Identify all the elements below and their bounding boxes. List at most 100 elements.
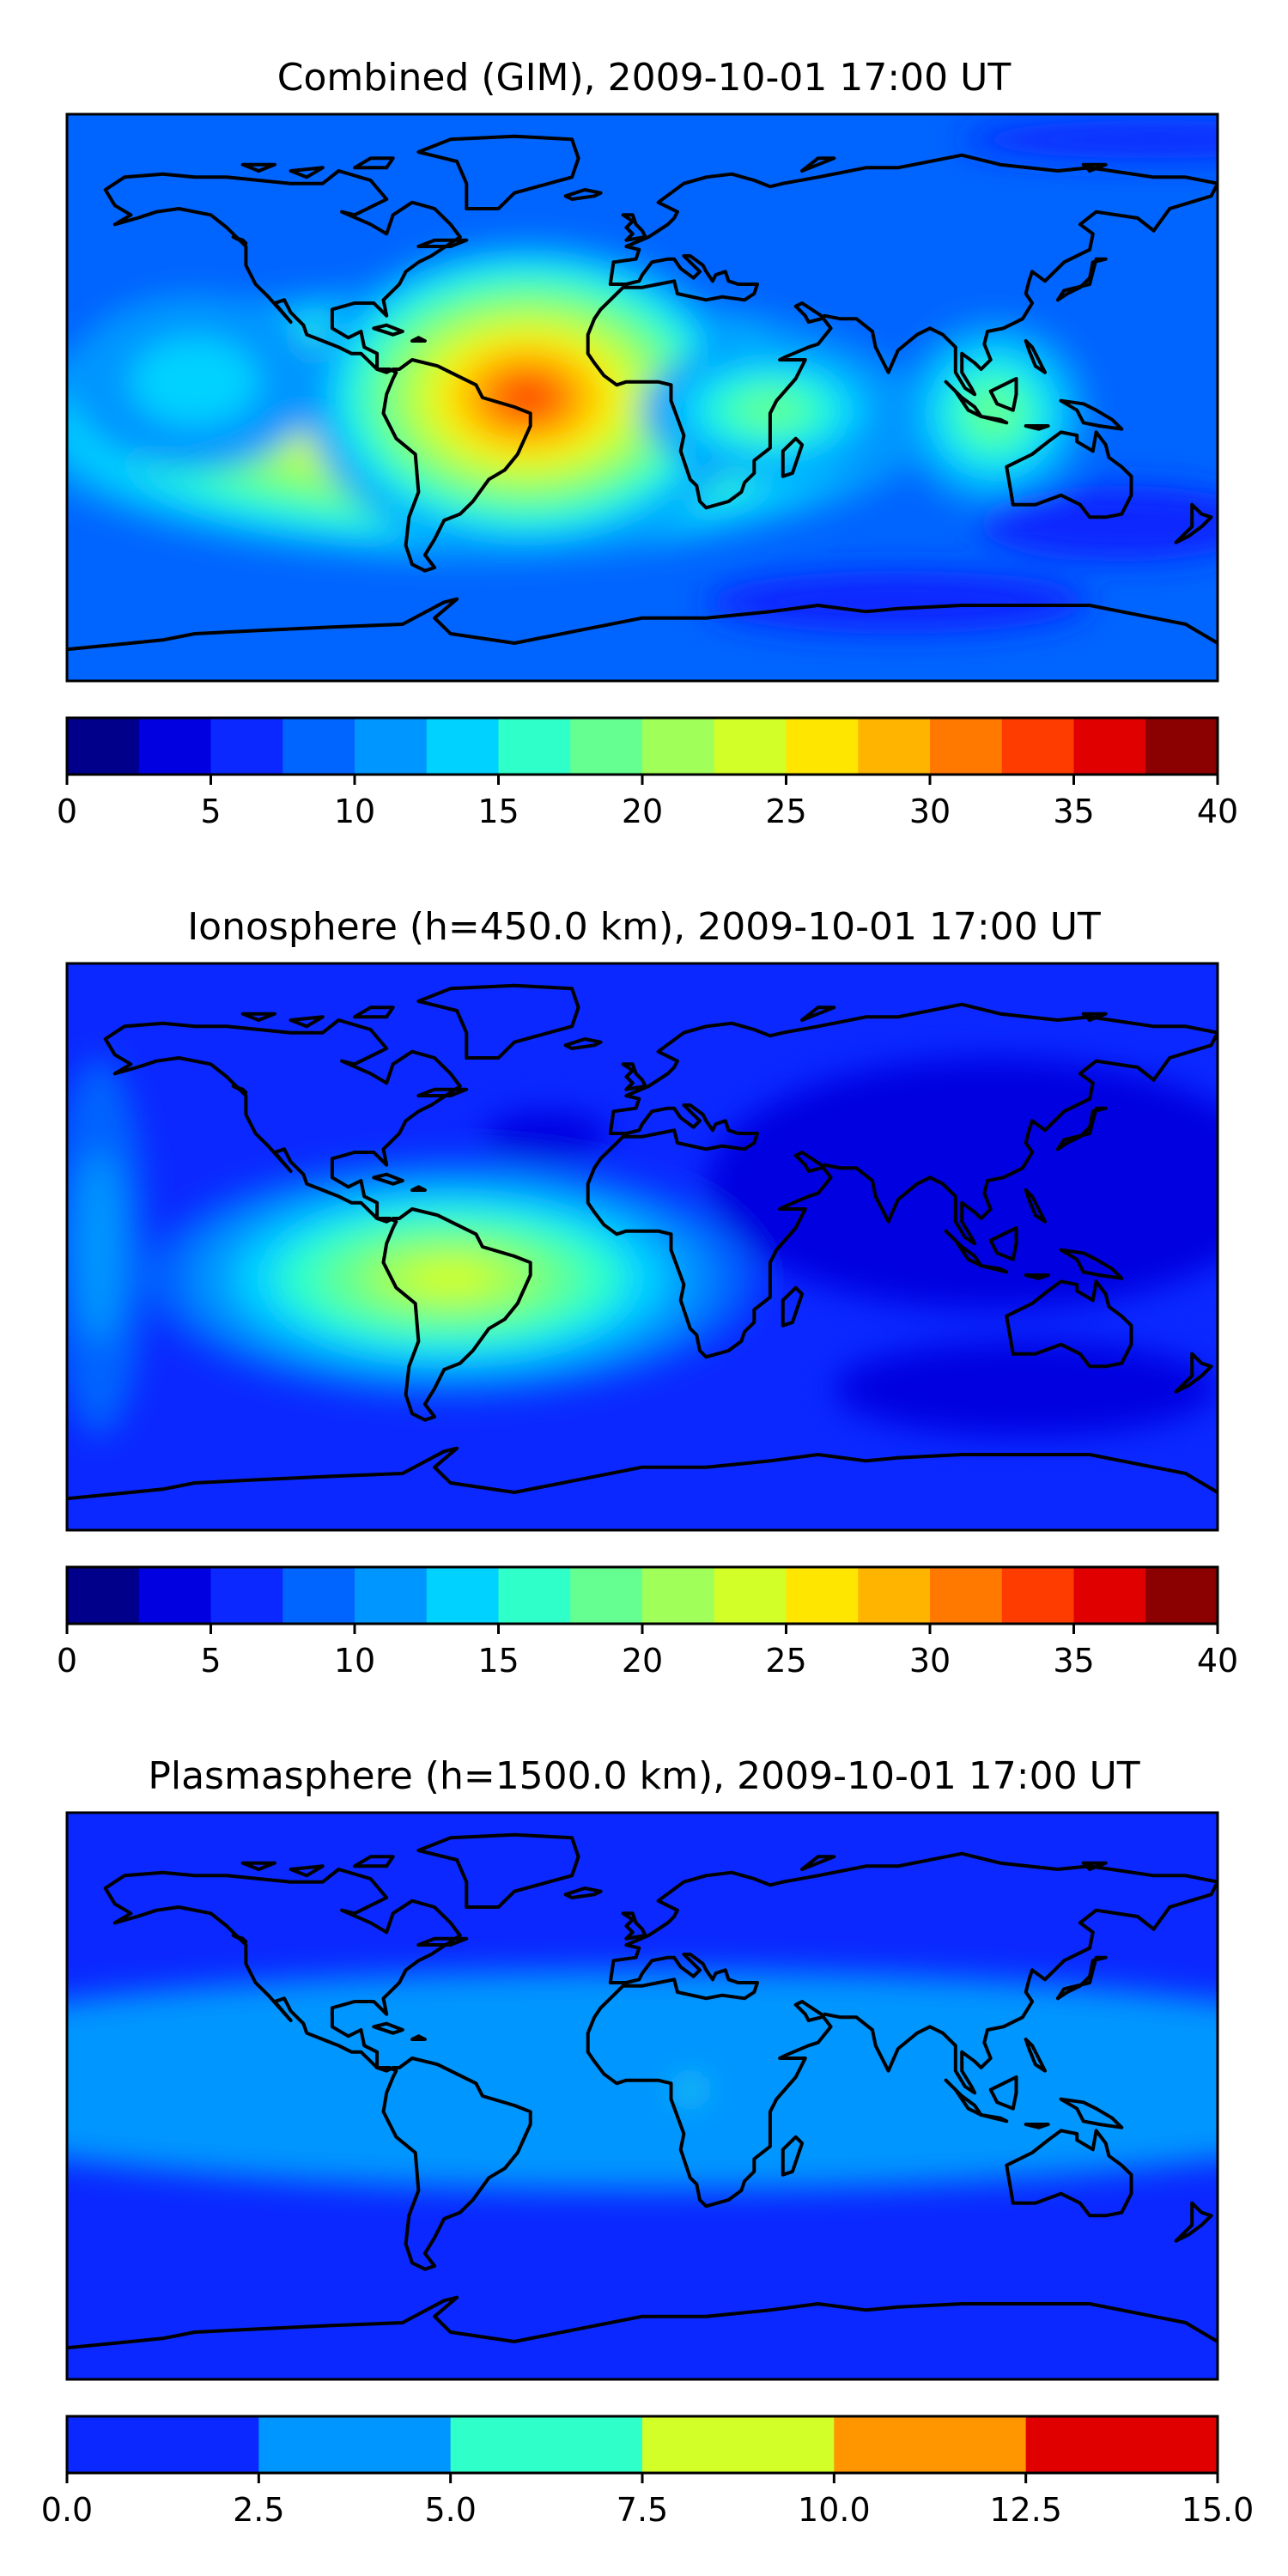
coastline (1024, 424, 1050, 431)
coastline (1059, 398, 1124, 431)
panel-combined-gim: Combined (GIM), 2009-10-01 17:00 UT 0 5 10… (57, 56, 1238, 830)
colorbar-tick-label: 25 (765, 1642, 806, 1680)
coastline (410, 336, 427, 343)
coastline (1174, 1352, 1213, 1394)
coastline (563, 188, 603, 201)
coastline (1024, 339, 1047, 374)
contour-band (680, 2081, 701, 2098)
contour-band (131, 337, 259, 426)
colorbar-swatch (258, 2416, 452, 2473)
coastline (372, 323, 404, 337)
coastline (979, 2113, 1009, 2123)
coastline (781, 436, 805, 478)
coastline (416, 238, 469, 248)
colorbar-swatch (210, 718, 283, 775)
coastline (416, 134, 580, 210)
colorbar-swatch (642, 718, 715, 775)
colorbar-tick-label: 0 (57, 1642, 77, 1680)
colorbar-swatch (138, 718, 212, 775)
coastline (231, 1934, 248, 1944)
colorbar-tick-label: 10.0 (798, 2491, 871, 2529)
coastline (231, 235, 248, 246)
colorbar-swatch (1025, 2416, 1218, 2473)
coastline (1005, 2129, 1133, 2218)
contour-band (482, 1111, 611, 1162)
coastline (1055, 257, 1108, 302)
coastline (563, 1037, 603, 1050)
colorbar-swatch (834, 2416, 1027, 2473)
contour-band (962, 120, 1218, 159)
map-frame (65, 962, 1219, 1532)
colorbar-tick-label: 35 (1053, 793, 1094, 830)
coastline (1024, 1273, 1050, 1280)
colorbar-swatch (786, 1567, 859, 1624)
colorbar-swatch (426, 1567, 500, 1624)
panel-ionosphere: Ionosphere (h=450.0 km), 2009-10-01 17:0… (57, 905, 1238, 1680)
coastline (586, 153, 1218, 510)
panel-3-colorbar: 0.0 2.5 5.0 7.5 10.0 12.5 15.0 (41, 2415, 1254, 2529)
coastline (800, 156, 836, 173)
coastline (1174, 2201, 1213, 2243)
coastline (621, 1911, 647, 1941)
colorbar-swatch (138, 1567, 212, 1624)
coastline (289, 1015, 325, 1029)
coastline (410, 1185, 427, 1192)
coastline (353, 156, 395, 170)
coastline (103, 169, 532, 573)
colorbar-swatch (450, 2416, 643, 2473)
coastline (416, 983, 580, 1060)
colorbar-tick-label: 12.5 (989, 2491, 1062, 2529)
coastline (988, 2075, 1018, 2111)
coastline (621, 1062, 647, 1091)
coastline (800, 1005, 836, 1022)
colorbar-tick-label: 0 (57, 793, 77, 830)
map-frame (65, 1811, 1219, 2381)
coastline (67, 597, 1218, 652)
panel-3-map (65, 1811, 1219, 2381)
coastline (353, 1005, 395, 1019)
coastline (1024, 2038, 1047, 2073)
colorbar-swatch (426, 718, 500, 775)
colorbar-swatch (642, 1567, 715, 1624)
colorbar-tick-label: 20 (622, 1642, 663, 1680)
colorbar-swatch (858, 718, 931, 775)
panel-1-title: Combined (GIM), 2009-10-01 17:00 UT (277, 56, 1012, 100)
contour-band (706, 570, 1091, 635)
coastline (1081, 162, 1108, 173)
colorbar-swatch (283, 1567, 355, 1624)
coastline (781, 1285, 805, 1327)
contour-band (407, 1261, 495, 1296)
colorbar-swatch (714, 1567, 787, 1624)
colorbar-tick-label: 15 (477, 1642, 519, 1680)
colorbar-tick-label: 40 (1197, 793, 1238, 830)
panel-2-title: Ionosphere (h=450.0 km), 2009-10-01 17:0… (187, 905, 1101, 949)
panel-2-map (65, 962, 1219, 1532)
coastline (621, 213, 647, 242)
colorbar-swatch (498, 1567, 571, 1624)
colorbar-tick-label: 5 (200, 793, 221, 830)
colorbar-tick-label: 5 (200, 1642, 221, 1680)
colorbar-tick-label: 15 (477, 793, 519, 830)
coastline (67, 2295, 1218, 2350)
coastline (372, 1172, 404, 1186)
colorbar-tick-label: 0.0 (41, 2491, 93, 2529)
colorbar-swatch (1073, 718, 1146, 775)
contour-band (977, 485, 1218, 562)
coastline (372, 2021, 404, 2035)
colorbar-swatch (210, 1567, 283, 1624)
coastline (289, 166, 325, 179)
coastline (416, 1087, 469, 1097)
colorbar-swatch (498, 718, 571, 775)
coastline (240, 1861, 276, 1871)
colorbar-swatch (67, 718, 140, 775)
panel-1-colorbar: 0 5 10 15 20 25 30 35 40 (57, 716, 1238, 830)
coastline (1081, 1012, 1108, 1022)
colorbar-swatch (570, 1567, 643, 1624)
colorbar-swatch (355, 718, 428, 775)
colorbar-swatch (1145, 1567, 1218, 1624)
colorbar-swatch (570, 718, 643, 775)
coastline (1059, 1248, 1124, 1280)
coastline (1174, 502, 1213, 544)
coastline (353, 1855, 395, 1868)
